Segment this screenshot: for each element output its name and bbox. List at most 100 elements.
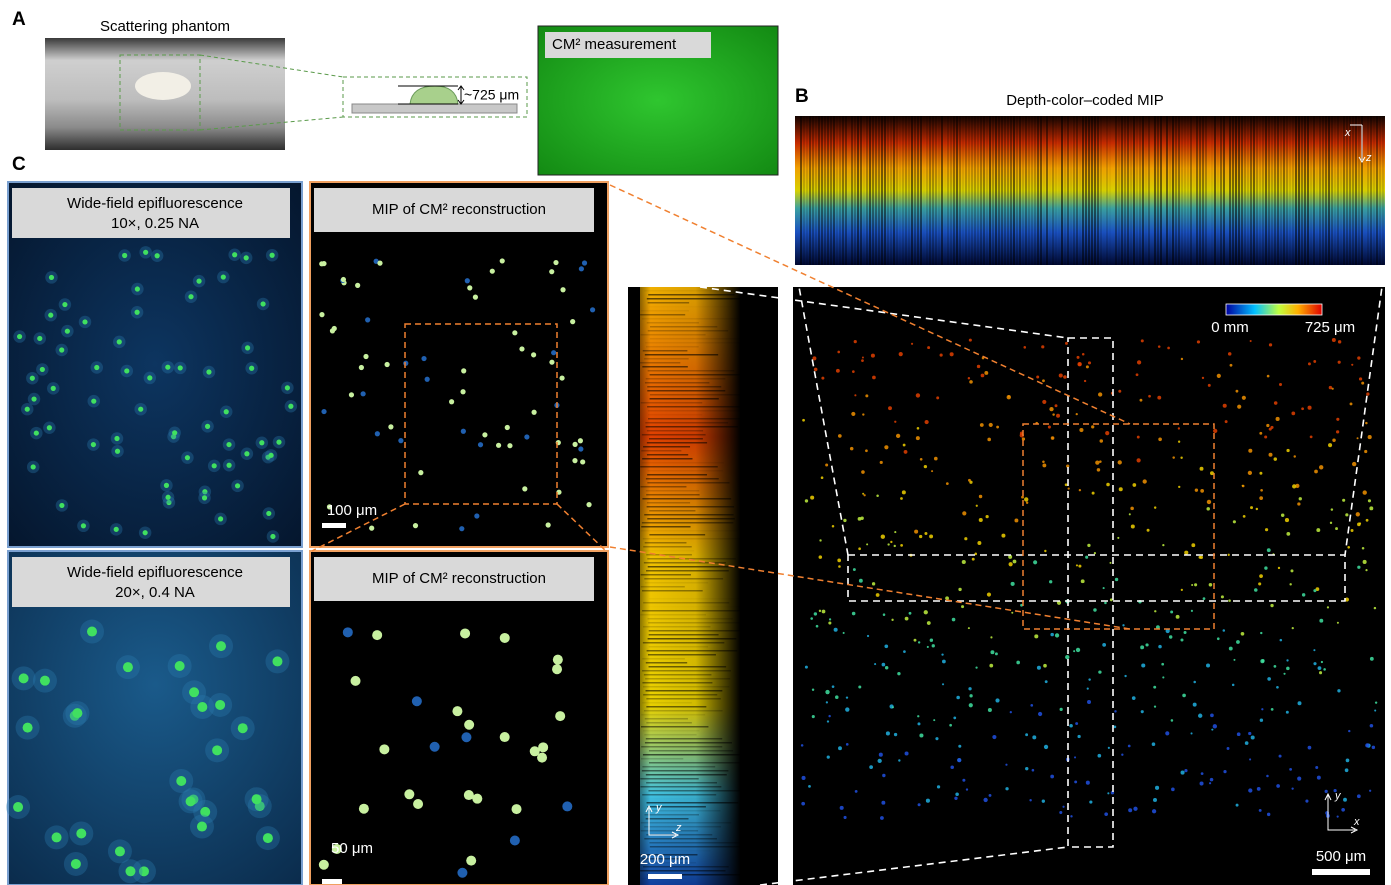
bead	[1052, 413, 1054, 415]
bead	[349, 392, 354, 397]
streak	[1205, 116, 1207, 265]
streak	[863, 116, 865, 265]
bead	[47, 425, 52, 430]
bead	[1029, 799, 1031, 801]
streak	[899, 116, 901, 265]
bead	[478, 442, 483, 447]
bead	[894, 531, 896, 533]
bead	[176, 776, 186, 786]
bead	[1172, 456, 1174, 458]
bead	[1132, 483, 1136, 487]
bead	[1070, 815, 1072, 817]
bead	[858, 547, 861, 550]
streak	[806, 116, 808, 265]
bead	[861, 359, 864, 362]
streak	[1256, 116, 1258, 265]
bead	[76, 828, 86, 838]
bead	[1132, 696, 1136, 700]
bead	[147, 375, 152, 380]
streak	[640, 870, 725, 872]
streak	[884, 116, 886, 265]
streak	[1340, 116, 1342, 265]
streak	[1310, 116, 1312, 265]
streak	[1313, 116, 1315, 265]
bead	[1194, 583, 1197, 586]
bead	[1270, 604, 1273, 607]
streak	[815, 116, 817, 265]
slide	[352, 104, 517, 113]
bead	[924, 532, 927, 535]
streak	[1331, 116, 1333, 265]
bead	[572, 442, 577, 447]
bead	[1299, 497, 1302, 500]
bead	[1013, 560, 1017, 564]
bead	[1243, 515, 1246, 518]
streak	[1001, 116, 1003, 265]
bead	[979, 495, 982, 498]
bead	[552, 664, 562, 674]
bead	[1259, 809, 1262, 812]
streak	[1376, 116, 1378, 265]
streak	[641, 758, 683, 760]
bead	[871, 354, 875, 358]
bead	[285, 385, 290, 390]
bead	[884, 644, 888, 648]
bead	[413, 523, 418, 528]
bead	[1267, 677, 1271, 681]
bead	[854, 340, 857, 343]
bead	[995, 698, 999, 702]
bead	[891, 619, 893, 621]
bead	[1045, 680, 1048, 683]
bead	[461, 429, 466, 434]
bead	[1193, 703, 1197, 707]
streak	[1223, 116, 1225, 265]
bead	[365, 317, 370, 322]
bead	[1259, 496, 1263, 500]
bead	[355, 283, 360, 288]
bead	[1369, 790, 1371, 792]
bead	[964, 537, 967, 540]
bead	[983, 798, 987, 802]
streak	[644, 814, 699, 816]
bead	[143, 250, 148, 255]
bead	[1210, 713, 1214, 717]
streak	[641, 334, 706, 336]
bead	[832, 525, 835, 528]
bead	[919, 535, 922, 538]
bead	[175, 661, 185, 671]
bead	[941, 654, 943, 656]
axis-label: z	[1365, 152, 1372, 164]
bead	[1122, 624, 1124, 626]
bead	[1089, 800, 1092, 803]
streak	[649, 306, 732, 308]
streak	[640, 362, 680, 364]
bead	[940, 353, 943, 356]
bead	[72, 708, 82, 718]
bead	[232, 252, 237, 257]
streak	[1181, 116, 1183, 265]
bead	[1055, 633, 1059, 637]
bead	[1103, 587, 1105, 589]
streak	[642, 794, 716, 796]
streak	[642, 458, 692, 460]
bead	[1191, 610, 1193, 612]
bead	[1317, 776, 1321, 780]
bead	[802, 419, 805, 422]
bead	[828, 621, 831, 624]
streak	[642, 462, 724, 464]
bead	[837, 559, 841, 563]
bead	[1055, 404, 1058, 407]
bead	[801, 802, 805, 806]
streak	[1106, 116, 1108, 265]
bead	[1104, 812, 1108, 816]
bead	[1162, 544, 1164, 546]
streak	[1250, 116, 1252, 265]
streak	[648, 638, 737, 640]
streak	[647, 474, 707, 476]
bead	[987, 593, 991, 597]
bead	[1254, 588, 1258, 592]
streak	[650, 338, 738, 340]
bead	[854, 394, 856, 396]
streak	[887, 116, 889, 265]
streak	[644, 838, 717, 840]
